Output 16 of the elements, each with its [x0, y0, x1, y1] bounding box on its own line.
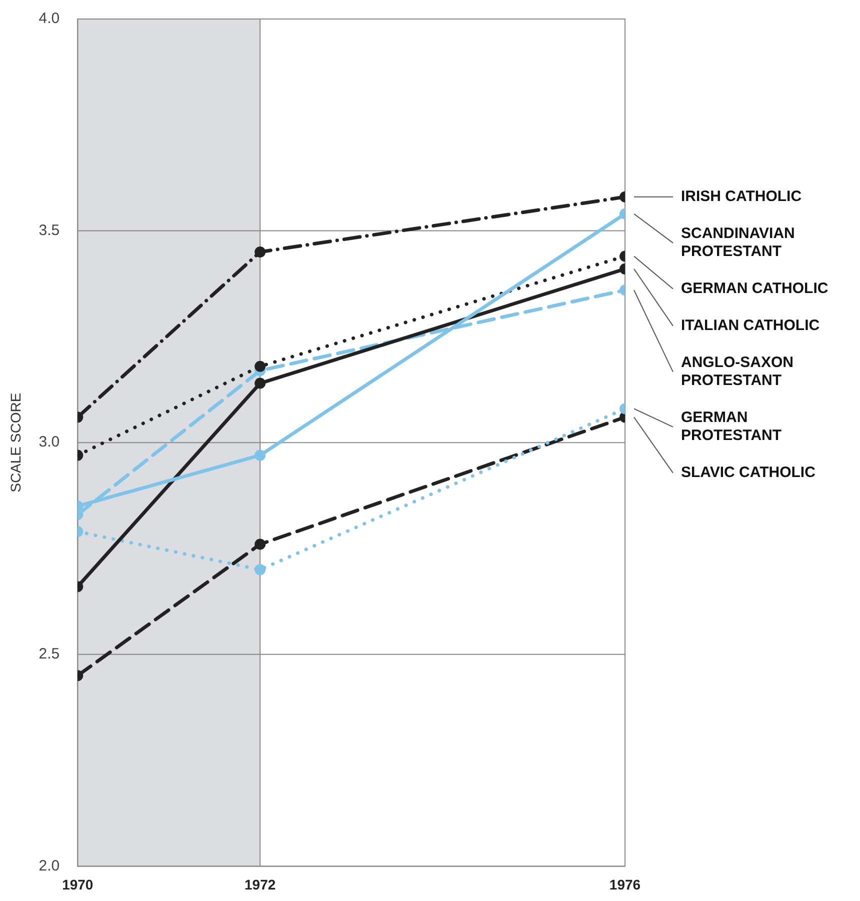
x-tick-label: 1976	[609, 876, 641, 892]
text: ITALIAN CATHOLIC	[681, 317, 820, 334]
y-tick-label: 3.5	[38, 222, 60, 239]
y-tick-label: 2.5	[38, 646, 60, 663]
y-tick-label: 3.0	[38, 434, 60, 451]
y-tick-label: 4.0	[38, 10, 60, 28]
text: ANGLO-SAXON PROTESTANT	[681, 354, 794, 390]
text: SLAVIC CATHOLIC	[681, 464, 816, 482]
text: GERMAN CATHOLIC	[681, 280, 828, 298]
text: GERMAN PROTESTANT	[681, 409, 782, 444]
y-tick-label: 2.0	[38, 857, 60, 874]
text: IRISH CATHOLIC	[681, 188, 802, 206]
text: SCANDINAVIAN PROTESTANT	[681, 225, 795, 260]
x-tick-label: 1970	[62, 876, 94, 892]
x-tick-label: 1972	[244, 876, 276, 892]
y-axis-title: SCALE SCORE	[7, 392, 24, 492]
